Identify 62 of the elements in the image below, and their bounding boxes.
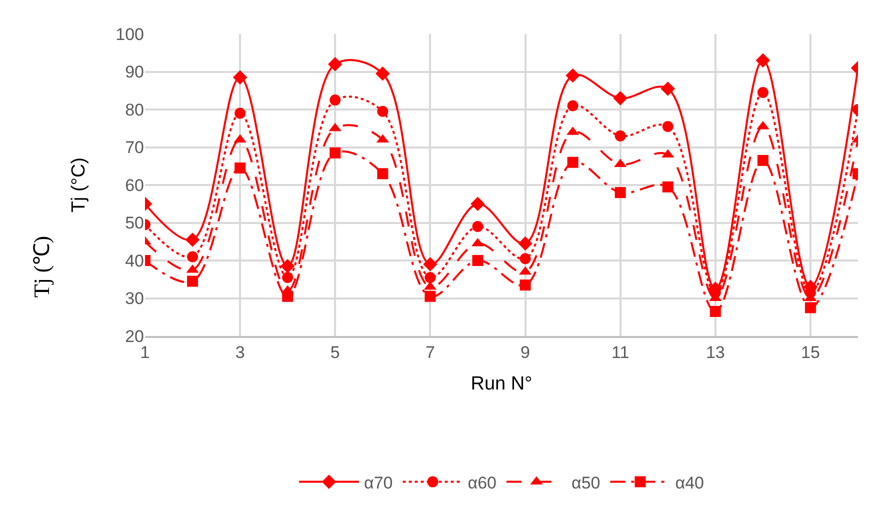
- point: [566, 68, 580, 83]
- point: [424, 272, 436, 283]
- y-tick-label: 20: [125, 326, 144, 346]
- x-tick-label: 15: [801, 343, 820, 362]
- point: [710, 306, 721, 317]
- point: [660, 82, 676, 96]
- point: [376, 66, 390, 81]
- y-tick-label: 100: [116, 24, 144, 44]
- y-tick-label: 40: [125, 251, 144, 270]
- y-tick-label: 60: [125, 176, 144, 195]
- x-tick-label: 9: [520, 343, 530, 362]
- point: [614, 130, 626, 142]
- point: [282, 272, 294, 283]
- point: [472, 255, 484, 266]
- x-tick-label: 3: [235, 343, 245, 362]
- point: [282, 290, 294, 302]
- text: Tj (℃): [29, 236, 54, 298]
- point: [234, 162, 246, 174]
- point: [187, 251, 198, 262]
- legend-label: α70: [364, 473, 393, 492]
- point: [423, 257, 438, 272]
- y-tick-label: 50: [125, 214, 144, 233]
- x-tick-label: 5: [330, 343, 340, 362]
- y-tick-label: 90: [125, 62, 144, 82]
- x-tick-label: 11: [612, 343, 630, 362]
- point: [234, 108, 246, 119]
- point: [424, 290, 436, 302]
- point: [518, 236, 532, 251]
- legend-label: α60: [468, 473, 496, 492]
- point: [662, 181, 674, 192]
- point: [756, 53, 770, 68]
- point: [330, 147, 341, 158]
- point: [662, 120, 674, 132]
- x-tick-label: 1: [140, 343, 150, 362]
- point: [804, 302, 816, 314]
- legend-label: α40: [675, 473, 704, 492]
- point: [472, 221, 484, 232]
- point: [470, 196, 485, 212]
- point: [567, 156, 578, 168]
- y-tick-label: 70: [125, 138, 144, 158]
- point: [757, 87, 768, 98]
- x-axis-title: Run N°: [470, 373, 532, 394]
- y-tick-label: 80: [125, 100, 144, 120]
- point: [757, 154, 768, 166]
- point: [185, 232, 200, 247]
- point: [614, 187, 626, 198]
- point: [330, 94, 341, 106]
- y-tick-label: 30: [125, 289, 144, 308]
- point: [280, 259, 295, 274]
- point: [232, 70, 248, 85]
- point: [187, 276, 198, 287]
- y-axis-title: Tj (°C): [68, 157, 90, 213]
- legend-label: α50: [572, 473, 600, 492]
- x-tick-label: 13: [706, 343, 725, 362]
- x-tick-label: 7: [425, 343, 435, 362]
- point: [377, 106, 388, 117]
- point: [520, 280, 531, 291]
- point: [613, 91, 628, 106]
- point: [567, 100, 578, 112]
- point: [520, 253, 531, 264]
- point: [328, 57, 342, 72]
- point: [377, 168, 388, 180]
